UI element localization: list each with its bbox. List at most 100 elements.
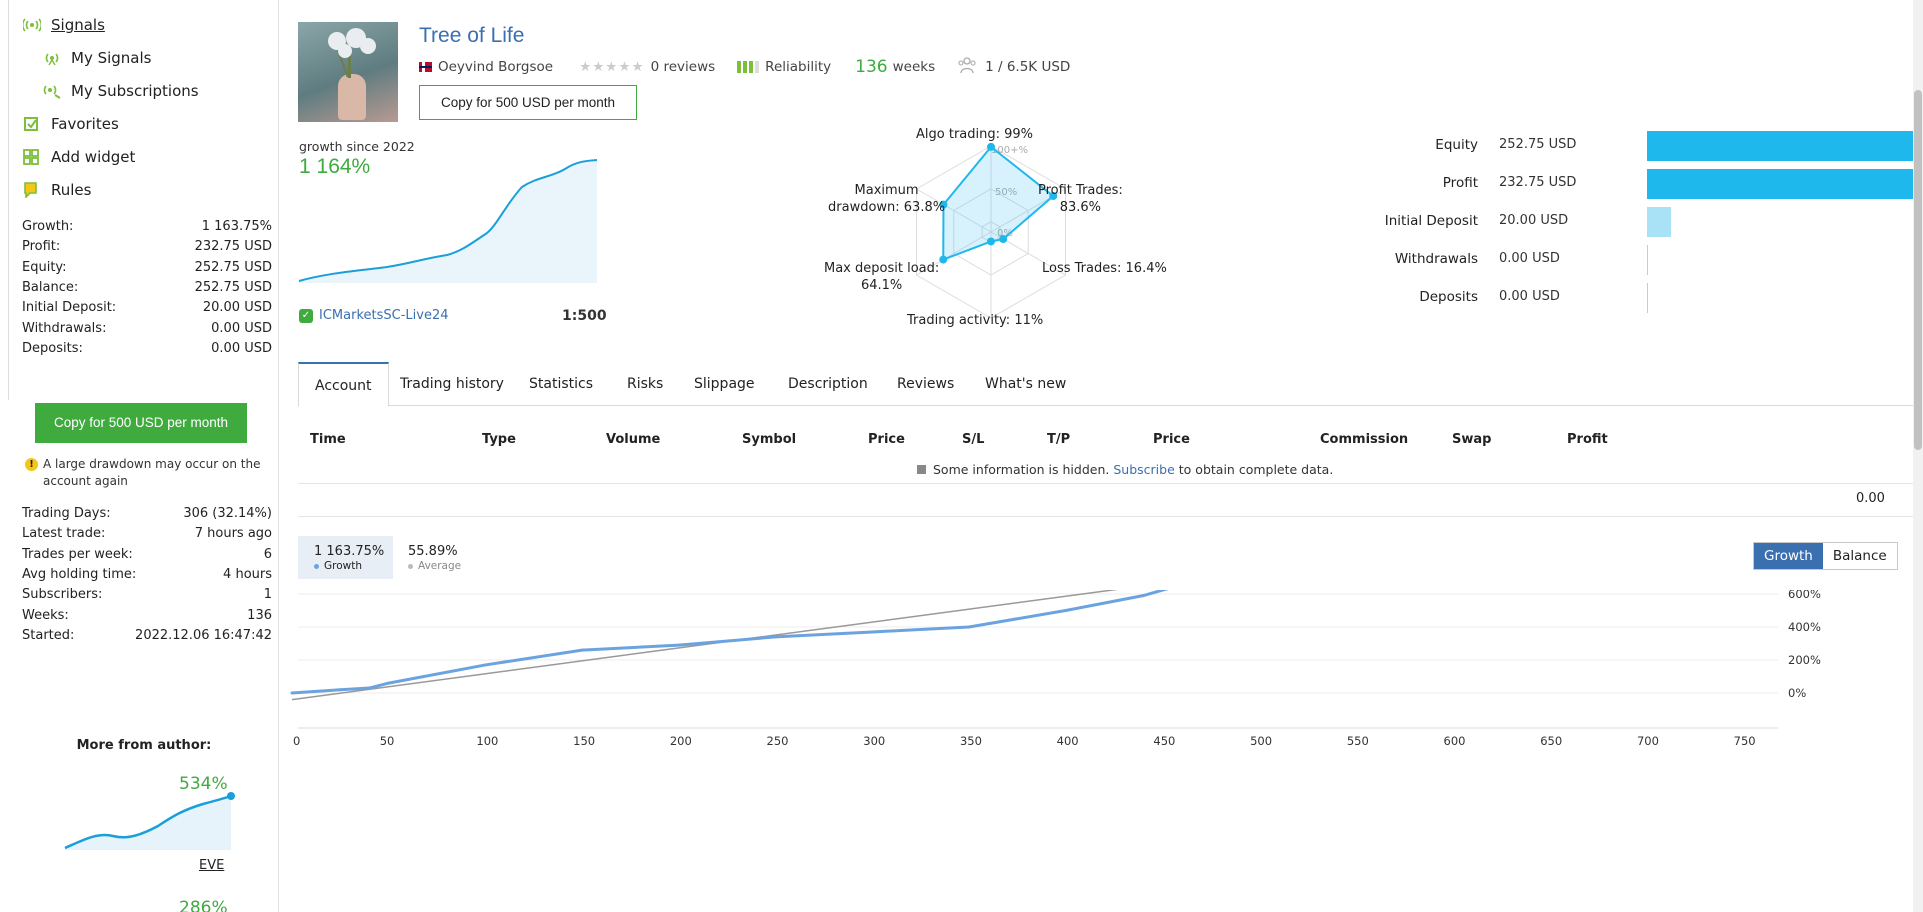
tab-description[interactable]: Description <box>788 376 868 392</box>
x-tick-label: 500 <box>1250 734 1272 748</box>
legend-growth[interactable]: 1 163.75% Growth <box>298 536 393 579</box>
more-from-author-title: More from author: <box>76 738 212 753</box>
reviews-count[interactable]: 0 reviews <box>650 59 716 75</box>
stat-value: 306 (32.14%) <box>183 506 272 521</box>
growth-point <box>483 663 487 667</box>
radar-point-drawdown <box>939 200 948 209</box>
signal-avatar[interactable] <box>298 22 398 122</box>
summary-bar <box>1647 245 1648 275</box>
subscribe-link[interactable]: Subscribe <box>1113 462 1175 477</box>
balance-toggle-button[interactable]: Balance <box>1822 543 1897 569</box>
sidebar-item-my-signals[interactable]: My Signals <box>43 45 151 71</box>
summary-value: 232.75 USD <box>1499 175 1577 190</box>
stat-value: 232.75 USD <box>194 239 272 255</box>
tab-statistics[interactable]: Statistics <box>529 376 593 392</box>
norway-flag-icon <box>419 62 432 72</box>
column-header[interactable]: Symbol <box>742 432 797 447</box>
growth-point <box>580 648 584 652</box>
radar-tick-label: 50% <box>995 187 1017 198</box>
x-tick-label: 700 <box>1637 734 1659 748</box>
average-dot-icon <box>408 563 413 569</box>
x-tick-label: 200 <box>670 734 692 748</box>
rules-icon <box>23 182 41 199</box>
subscription-icon <box>43 83 61 99</box>
column-header[interactable]: T/P <box>1047 432 1071 447</box>
column-header[interactable]: Price <box>868 432 905 447</box>
author-signal-sparkline[interactable] <box>53 790 243 850</box>
stat-value: 6 <box>263 546 272 562</box>
signal-title[interactable]: Tree of Life <box>419 24 525 47</box>
legend-average[interactable]: 55.89% Average <box>408 544 461 572</box>
author-signal-growth: 534% <box>179 774 228 794</box>
radar-axis <box>916 188 992 233</box>
tab-slippage[interactable]: Slippage <box>694 376 755 392</box>
author-signal-link[interactable]: EVE <box>199 858 225 873</box>
sidebar-item-signals[interactable]: Signals <box>21 12 105 38</box>
growth-point <box>870 630 874 634</box>
stat-value: 1 <box>263 587 272 603</box>
growth-toggle-button[interactable]: Growth <box>1754 543 1823 569</box>
scrollbar-thumb[interactable] <box>1914 90 1922 450</box>
growth-point <box>716 640 720 644</box>
stat-row: Started: 2022.12.06 16:47:42 <box>22 628 272 648</box>
stat-label: Subscribers: <box>22 587 103 603</box>
stat-label: Started: <box>22 627 75 643</box>
stat-value: 2022.12.06 16:47:42 <box>135 627 272 643</box>
sidebar-item-label: Add widget <box>51 148 136 166</box>
broker-server[interactable]: ✓ ICMarketsSC-Live24 <box>299 308 448 323</box>
growth-dot-icon <box>314 563 319 569</box>
column-header[interactable]: Time <box>310 432 346 447</box>
author-name[interactable]: Oeyvind Borgsoe <box>438 59 554 75</box>
summary-label: Deposits <box>1419 289 1478 305</box>
legend-growth-value: 1 163.75% <box>314 544 385 559</box>
summary-value: 0.00 USD <box>1499 289 1560 304</box>
radar-label-deposit-load: Max deposit load: 64.1% <box>824 261 940 293</box>
signal-tabs: Account Trading history Statistics Risks… <box>298 362 1913 407</box>
radar-label-profit: Profit Trades: 83.6% <box>1038 183 1123 215</box>
sidebar-item-favorites[interactable]: Favorites <box>23 111 119 137</box>
tab-reviews[interactable]: Reviews <box>897 376 955 392</box>
growth-point <box>1141 594 1145 598</box>
tab-whats-new[interactable]: What's new <box>985 376 1067 392</box>
summary-value: 0.00 USD <box>1499 251 1560 266</box>
growth-chart[interactable]: 0%200%400%600%800%1000%1200%050100150200… <box>290 590 1910 912</box>
growth-point <box>387 681 391 685</box>
tab-account[interactable]: Account <box>298 362 389 407</box>
radar-label-algo: Algo trading: 99% <box>916 127 1034 142</box>
column-header[interactable]: Volume <box>606 432 661 447</box>
sidebar-item-label: Rules <box>51 181 92 199</box>
column-header[interactable]: Profit <box>1567 432 1608 447</box>
column-header[interactable]: Swap <box>1452 432 1492 447</box>
sidebar-copy-button[interactable]: Copy for 500 USD per month <box>35 403 247 443</box>
widget-icon <box>23 149 41 165</box>
radar-point-loss <box>999 235 1008 244</box>
column-header[interactable]: S/L <box>962 432 985 447</box>
stat-row: Withdrawals: 0.00 USD <box>22 321 272 341</box>
x-tick-label: 450 <box>1153 734 1175 748</box>
growth-point <box>1064 609 1068 612</box>
column-header[interactable]: Commission <box>1320 432 1409 447</box>
stat-label: Profit: <box>22 239 61 255</box>
tab-trading-history[interactable]: Trading history <box>400 376 504 392</box>
signal-icon <box>21 17 43 33</box>
column-header[interactable]: Price <box>1153 432 1190 447</box>
total-profit: 0.00 <box>1856 491 1885 506</box>
notice-text-end: to obtain complete data. <box>1178 462 1334 477</box>
growth-sparkline[interactable] <box>297 155 601 285</box>
copy-signal-button[interactable]: Copy for 500 USD per month <box>419 85 637 120</box>
tab-risks[interactable]: Risks <box>627 376 664 392</box>
scrollbar-track[interactable] <box>1913 0 1923 912</box>
column-header[interactable]: Type <box>482 432 516 447</box>
risk-radar: 100+% 50% 0% Algo trading: 99% Profit Tr… <box>760 120 1220 336</box>
summary-bar <box>1647 207 1672 237</box>
sidebar-item-my-subscriptions[interactable]: My Subscriptions <box>43 78 199 104</box>
summary-row: Withdrawals 0.00 USD <box>1340 245 1910 275</box>
sidebar-item-add-widget[interactable]: Add widget <box>23 144 135 170</box>
radar-label-activity: Trading activity: 11% <box>907 313 1044 328</box>
weeks-count: 136 <box>855 57 888 77</box>
author-signal-growth-2: 286% <box>179 898 228 912</box>
warning-text: A large drawdown may occur on the accoun… <box>43 457 261 488</box>
growth-point <box>677 643 681 647</box>
stat-value: 136 <box>247 607 272 623</box>
sidebar-item-rules[interactable]: Rules <box>23 177 91 203</box>
